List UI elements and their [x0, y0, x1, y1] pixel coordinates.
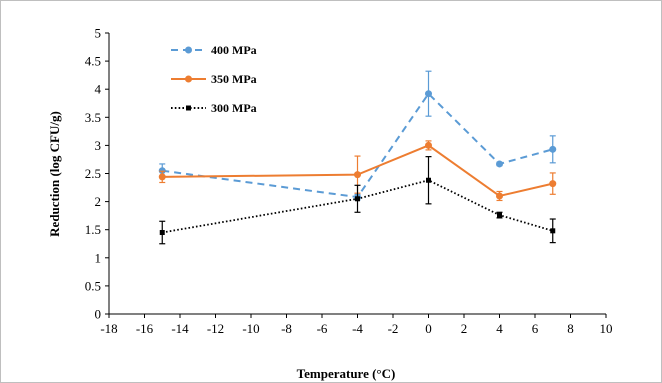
data-point [550, 228, 556, 234]
data-point [497, 212, 502, 218]
y-tick-label: 2.5 [85, 166, 101, 181]
x-tick-label: -10 [242, 321, 259, 336]
data-point [159, 230, 165, 236]
y-tick-label: 1.5 [85, 222, 101, 237]
x-axis-ticks: -18 -16 -14 -12 -10 -8 -6 -4 -2 0 2 4 6 8 10 [100, 314, 613, 336]
y-axis-title: Reduction (log CFU/g) [47, 111, 62, 237]
y-tick-label: 0.5 [85, 278, 101, 293]
x-tick-label: 10 [600, 321, 613, 336]
series-3 [159, 156, 556, 245]
y-tick-label: 4.5 [85, 54, 101, 69]
x-tick-label: 2 [461, 321, 468, 336]
data-point [158, 173, 166, 181]
x-tick-label: -14 [171, 321, 189, 336]
x-axis-title: Temperature (°C) [297, 366, 396, 381]
legend-marker [185, 46, 192, 54]
legend: 400 MPa 350 MPa 300 MPa [171, 43, 257, 115]
data-point [496, 160, 503, 168]
x-tick-label: -6 [317, 321, 328, 336]
legend-label: 400 MPa [211, 43, 257, 57]
legend-item: 400 MPa [171, 43, 257, 57]
x-tick-label: -12 [207, 321, 224, 336]
x-tick-label: -2 [388, 321, 399, 336]
data-point [355, 196, 360, 202]
y-tick-label: 1 [95, 250, 102, 265]
data-point [426, 177, 431, 183]
x-tick-label: -8 [281, 321, 292, 336]
y-tick-label: 3 [95, 138, 102, 153]
legend-item: 300 MPa [171, 101, 257, 115]
legend-item: 350 MPa [171, 72, 257, 86]
data-point [549, 145, 557, 153]
y-tick-label: 4 [95, 82, 102, 97]
x-tick-label: 4 [496, 321, 503, 336]
series-line [162, 179, 554, 234]
plot-area: -18 -16 -14 -12 -10 -8 -6 -4 -2 0 2 4 6 8 10 0 0.5 1 1.5 2… [85, 26, 613, 337]
x-tick-label: 8 [567, 321, 574, 336]
x-tick-label: -4 [352, 321, 363, 336]
data-point [549, 180, 557, 188]
x-tick-label: 6 [532, 321, 539, 336]
y-tick-label: 0 [95, 307, 102, 322]
y-tick-label: 3.5 [85, 110, 101, 125]
data-point [496, 192, 503, 200]
data-point [354, 171, 361, 179]
series-layer [158, 70, 557, 245]
legend-marker [186, 105, 191, 111]
data-point [425, 141, 432, 149]
x-tick-label: -16 [136, 321, 154, 336]
x-tick-label: 0 [425, 321, 432, 336]
y-tick-label: 5 [95, 26, 102, 41]
y-tick-label: 2 [95, 194, 102, 209]
legend-marker [185, 75, 192, 83]
y-axis-ticks: 0 0.5 1 1.5 2 2.5 3 3.5 4 4.5 5 [85, 26, 109, 322]
legend-label: 300 MPa [211, 101, 257, 115]
series-2 [158, 140, 557, 202]
legend-label: 350 MPa [211, 72, 257, 86]
x-tick-label: -18 [100, 321, 117, 336]
data-point [425, 90, 432, 98]
